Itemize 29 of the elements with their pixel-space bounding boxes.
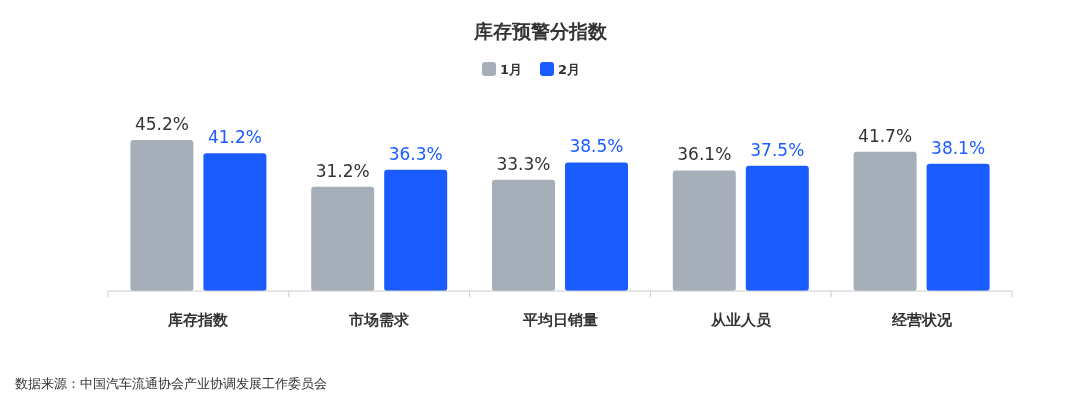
data-label: 33.3% <box>496 153 551 174</box>
x-tick-label: 经营状况 <box>890 311 953 329</box>
data-label: 41.7% <box>858 125 913 146</box>
legend-label: 1月 <box>500 62 523 77</box>
chart-title: 库存预警分指数 <box>472 20 608 42</box>
bar <box>311 186 375 291</box>
data-label: 36.1% <box>677 144 732 165</box>
x-tick-label: 市场需求 <box>348 311 411 329</box>
data-label: 38.1% <box>931 137 986 158</box>
bar <box>203 153 267 291</box>
data-label: 41.2% <box>207 127 262 148</box>
bar <box>565 162 628 291</box>
data-label: 45.2% <box>134 114 189 134</box>
source-note: 数据来源：中国汽车流通协会产业协调发展工作委员会 <box>15 376 327 391</box>
x-tick-label: 从业人员 <box>709 311 772 329</box>
data-label: 37.5% <box>750 139 805 160</box>
bar <box>926 163 990 291</box>
bar <box>853 151 917 291</box>
legend-label: 2月 <box>558 62 581 77</box>
x-tick-label: 库存指数 <box>167 311 230 329</box>
x-tick-label: 平均日销量 <box>521 311 598 329</box>
bar <box>492 179 555 291</box>
data-label: 31.2% <box>315 160 370 181</box>
bar <box>384 169 448 291</box>
bar <box>672 170 736 291</box>
data-label: 38.5% <box>569 136 624 157</box>
bar <box>130 140 194 291</box>
bar <box>745 165 809 291</box>
data-label: 36.3% <box>388 143 443 164</box>
